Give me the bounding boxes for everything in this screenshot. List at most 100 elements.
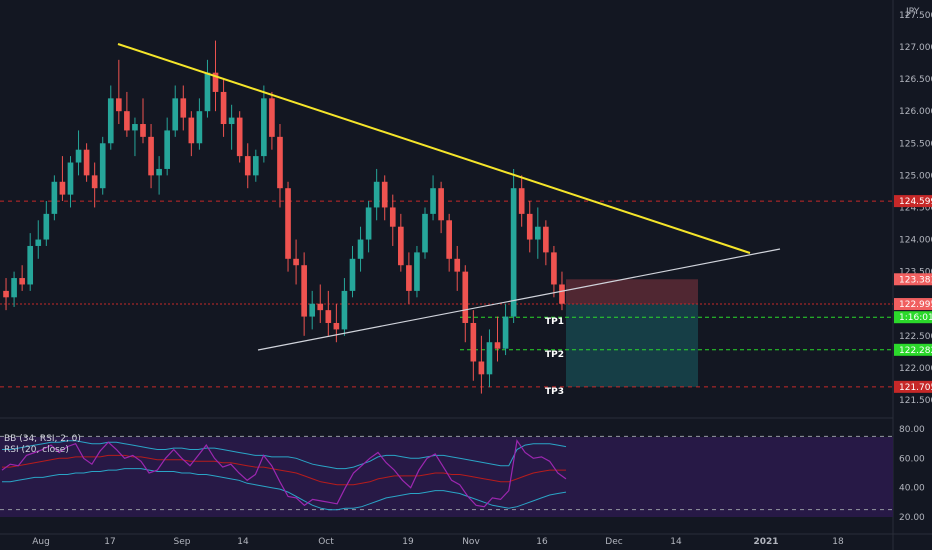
time-tick-label: Oct xyxy=(318,537,334,547)
candle-body xyxy=(51,181,58,214)
tp-label: TP3 xyxy=(545,387,564,397)
time-tick-label: 16 xyxy=(536,537,548,547)
time-tick-label: 14 xyxy=(237,537,249,547)
bb-upper-line xyxy=(2,440,567,470)
currency-label: JPY xyxy=(905,7,920,17)
candle-body xyxy=(244,156,251,176)
candle-body xyxy=(148,136,154,176)
price-tick-label: 124.500 xyxy=(899,203,932,213)
candle-body xyxy=(414,252,420,291)
price-level-tag-label: 122.282 xyxy=(899,346,932,356)
candle-body xyxy=(188,117,195,144)
candle-body xyxy=(381,181,388,208)
candle-body xyxy=(172,98,179,131)
price-tick-label: 122.500 xyxy=(899,332,932,342)
candle-body xyxy=(534,226,541,240)
candle-body xyxy=(543,226,549,253)
price-tick-label: 124.000 xyxy=(899,236,932,246)
candle-body xyxy=(83,149,90,176)
price-tick-label: 127.000 xyxy=(899,43,932,53)
candle-body xyxy=(156,168,162,176)
candle-body xyxy=(518,188,525,214)
bb-lower-line xyxy=(2,468,567,511)
price-level-tag-label: 123.381 xyxy=(899,275,932,285)
rsi-tick-label: 40.00 xyxy=(899,484,925,494)
candle-body xyxy=(164,130,170,169)
candle-body xyxy=(3,290,9,298)
candle-body xyxy=(478,361,485,375)
candle-body xyxy=(470,322,477,362)
price-tick-label: 123.500 xyxy=(899,268,932,278)
candle-body xyxy=(35,239,42,246)
candle-body xyxy=(43,213,50,240)
candle-body xyxy=(357,239,364,259)
candles xyxy=(3,40,565,394)
candle-body xyxy=(67,162,74,195)
candle-body xyxy=(462,271,469,323)
price-levels xyxy=(0,200,893,388)
candle-body xyxy=(59,181,66,195)
price-level-tag xyxy=(894,343,932,356)
stop-loss-zone xyxy=(566,279,698,305)
price-level-tag xyxy=(894,298,932,311)
candle-body xyxy=(91,175,98,189)
candle-body xyxy=(132,124,138,131)
tp-label: TP2 xyxy=(545,350,564,360)
candle-body xyxy=(551,252,557,285)
candle-body xyxy=(180,98,187,118)
time-tick-label: 17 xyxy=(104,537,115,547)
candle-body xyxy=(196,111,203,144)
tp-labels: TP1 TP2 TP3 xyxy=(545,317,564,397)
time-tick-label: Dec xyxy=(605,537,622,547)
candle-body xyxy=(204,72,211,112)
price-level-tag-label: 124.599 xyxy=(899,197,932,207)
time-tick-label: 14 xyxy=(670,537,682,547)
candle-body xyxy=(494,342,501,349)
candle-body xyxy=(228,117,235,125)
candle-body xyxy=(11,278,17,298)
trendlines[interactable] xyxy=(117,43,781,351)
price-tick-label: 127.500 xyxy=(899,11,932,21)
candle-body xyxy=(220,91,227,125)
rsi-tick-label: 20.00 xyxy=(899,513,925,523)
time-tick-label: Sep xyxy=(174,537,191,547)
price-tick-label: 125.000 xyxy=(899,171,932,181)
candle-body xyxy=(261,98,267,157)
lower-trendline[interactable] xyxy=(257,248,781,351)
price-tick-label: 126.000 xyxy=(899,107,932,117)
candle-body xyxy=(293,258,299,266)
position-zones xyxy=(566,279,698,387)
candle-body xyxy=(27,245,34,285)
candle-body xyxy=(389,207,396,227)
time-tick-label: 2021 xyxy=(753,537,778,547)
rsi-line xyxy=(1,439,567,508)
price-level-tag xyxy=(894,311,932,324)
candle-body xyxy=(212,72,219,92)
candle-body xyxy=(325,310,332,323)
candle-body xyxy=(107,98,114,144)
candle-body xyxy=(317,303,324,311)
candle-body xyxy=(341,290,348,330)
candle-body xyxy=(285,188,291,259)
candle-body xyxy=(365,207,372,240)
candle-body xyxy=(502,316,509,349)
candle-body xyxy=(373,181,380,208)
candle-body xyxy=(454,258,461,272)
price-level-tag xyxy=(894,273,932,286)
candle-body xyxy=(333,322,340,330)
bb-legend-label: BB (34, RSI, 2, 0) xyxy=(4,434,81,444)
time-tick-label: 18 xyxy=(832,537,844,547)
candle-body xyxy=(140,124,146,137)
candle-body xyxy=(236,117,243,157)
candle-body xyxy=(309,303,316,317)
rsi-tick-label: 60.00 xyxy=(899,454,925,464)
candle-body xyxy=(406,265,412,291)
candle-body xyxy=(486,342,493,375)
upper-trendline[interactable] xyxy=(117,43,751,254)
price-tick-label: 126.500 xyxy=(899,75,932,85)
time-tick-label: 19 xyxy=(402,537,414,547)
candle-body xyxy=(446,220,452,259)
axes: 121.500122.000122.500123.000123.500124.0… xyxy=(32,11,932,547)
